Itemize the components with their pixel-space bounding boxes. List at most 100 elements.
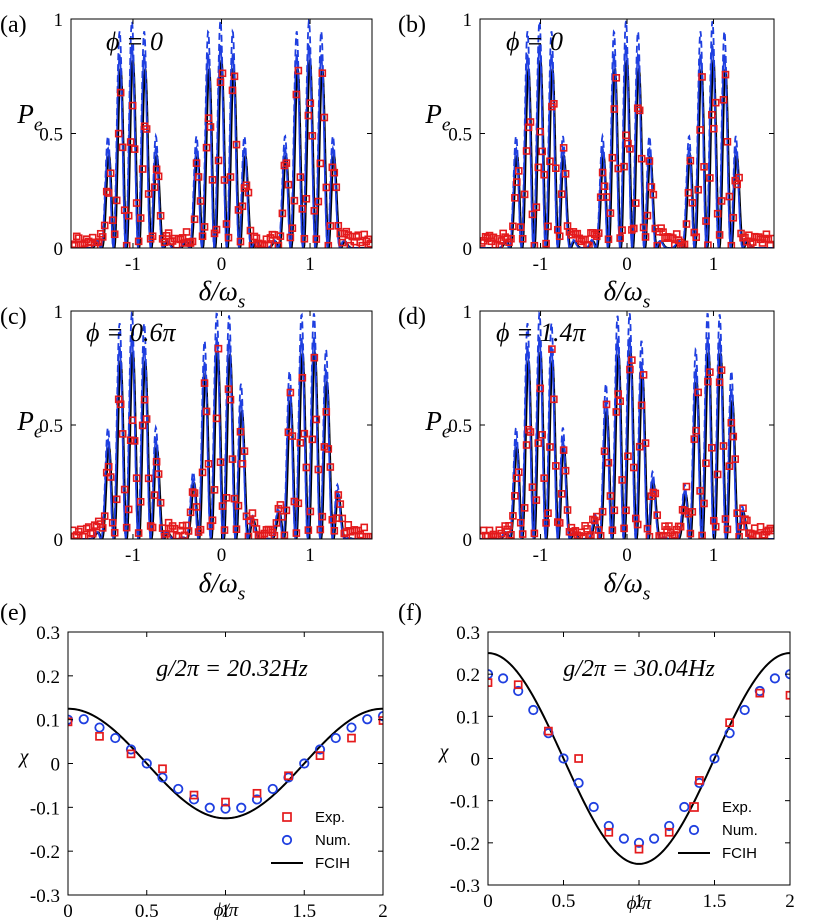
panel-c-exp-point [212,414,221,423]
panel-c-exp-point [360,523,369,532]
panel-d-ytick-label: 0 [463,530,473,551]
panel-a-exp-point [318,69,327,77]
panel-b-xlabel-subscript: s [643,292,651,313]
panel-a-exp-point [72,232,81,241]
panel-c-exp-point [244,532,253,539]
panel-e-num-point [188,794,200,805]
panel-d-exp-point [766,524,774,533]
panel-a-exp-point [358,241,367,248]
panel-a-exp-point [104,189,113,197]
panel-a-exp-point [326,222,335,230]
panel-a-exp-point [314,197,323,206]
panel-c-exp-point [162,530,171,538]
panel-c-exp-point [310,353,319,362]
panel-c-exp-point [224,385,233,393]
panel-d-ytick-label: 0.5 [448,416,472,437]
panel-d-exp-point [764,526,773,535]
panel-d-exp-point [538,431,546,439]
panel-a-num-dashed-line [71,19,372,248]
panel-c-exp-point [226,395,235,404]
panel-d-exp-point [651,489,660,498]
panel-a-exp-point [282,159,291,167]
panel-c-exp-point [330,526,339,535]
panel-b-exp-point [698,73,706,81]
panel-e-ytick-label: 0.1 [36,711,60,732]
panel-c-exp-point [248,509,257,517]
panel-c-exp-point [356,530,365,539]
panel-b-ytick-label: 0.5 [448,125,472,146]
panel-a-exp-point [108,216,117,225]
panel-c-exp-point [338,514,347,523]
panel-a-exp-point [284,180,293,189]
panel-d-exp-point [665,522,673,530]
panel-c-exp-point [142,415,151,423]
panel-e-exp-point [252,788,262,798]
panel-a-exp-point [224,233,233,242]
panel-d-exp-point [686,529,695,538]
panel-c: -1 0 1 0 0.5 1 (c) ϕ = 0.6π Pe δ/ωs [0,302,373,605]
panel-c-exp-point [274,504,283,513]
panel-d-exp-point [713,470,722,479]
panel-a-annotation: ϕ = 0 [106,27,163,56]
panel-c-label: (c) [0,304,27,330]
panel-f-ytick-label: 0.2 [456,665,480,686]
panel-a-exp-point [288,224,297,232]
panel-b-exp-point [709,124,718,133]
panel-d-exp-point [731,455,740,463]
panel-d-exp-point [598,507,607,516]
panel-c-exp-point [88,529,97,538]
panel-a-exp-point [142,125,151,133]
panel-b-exp-point [522,147,531,155]
panel-e-num-point [314,744,326,755]
panel-d-exp-point [536,384,545,393]
panel-f-ytick-label: -0.2 [450,834,480,855]
panel-f-exp-point [574,754,583,763]
panel-c-xlabel-subscript: s [238,584,246,605]
panel-f-exp-point [755,688,765,698]
panel-d-exp-point [591,516,599,525]
panel-a-exp-point [190,215,199,224]
panel-d-exp-point [614,390,623,398]
panel-a-exp-point [182,228,191,236]
panel-c-ytick-label: 0.5 [39,416,63,437]
panel-c-xlabel-text: δ/ωs [199,568,246,605]
panel-c-exp-point [290,497,299,506]
panel-e-num-point [299,758,310,769]
panel-c-exp-point [116,400,125,409]
panel-a-exp-point [338,238,347,247]
panel-c-exp-point [272,519,281,527]
panel-b-exp-point [653,241,662,248]
panel-a-exp-point [138,165,147,173]
panel-d-exp-point [585,532,593,539]
panel-d-exp-point [514,468,523,476]
panel-d-exp-point [639,371,648,379]
panel-f-num-point [679,801,690,813]
panel-c-exp-point [178,521,187,530]
panel-a-exp-point [364,235,372,244]
panel-b-exp-point [526,118,535,126]
panel-b-exp-point [602,193,611,201]
panel-d-ylabel-text: Pe [424,406,451,443]
panel-a-xlabel: δ/ωs [199,276,246,313]
panel-f-ylabel: χ [438,741,450,763]
panel-d-exp-point [542,519,550,527]
panel-e-num-point [204,802,215,813]
panel-d-exp-point [604,458,613,467]
panel-d-exp-point [626,365,634,374]
panel-a-exp-point [362,237,371,246]
panel-e-num-point [125,744,137,755]
panel-d-exp-point [518,530,527,538]
panel-b-exp-point [688,198,697,207]
panel-d-exp-point [768,526,774,535]
panel-d-exp-point [557,490,566,498]
panel-c-exp-point [278,513,287,521]
panel-c-exp-point [108,518,117,527]
panel-b-exp-point [766,241,774,248]
panel-b-plot-area [480,19,774,248]
panel-a-exp-point [340,229,349,238]
panel-c-exp-point [152,457,161,466]
panel-d-exp-point [516,518,525,527]
panel-b-exp-point [708,110,716,119]
panel-e-plot-area [68,707,383,820]
panel-d-exp-point [622,506,630,515]
